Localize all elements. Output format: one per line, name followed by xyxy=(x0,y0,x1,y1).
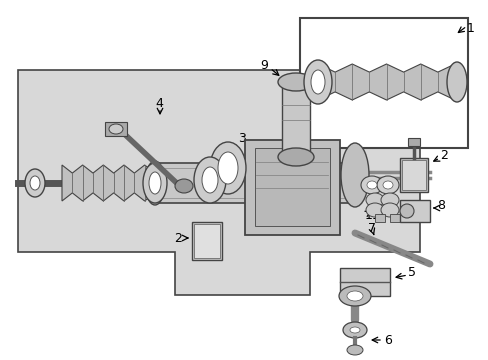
Ellipse shape xyxy=(202,167,218,193)
Bar xyxy=(155,163,354,203)
Bar xyxy=(105,122,127,136)
Bar xyxy=(389,214,399,222)
Text: 5: 5 xyxy=(407,266,415,279)
Ellipse shape xyxy=(380,203,398,217)
Bar xyxy=(194,224,220,258)
Ellipse shape xyxy=(218,152,238,184)
Bar xyxy=(374,214,384,222)
Ellipse shape xyxy=(209,142,245,194)
Ellipse shape xyxy=(278,73,313,91)
Ellipse shape xyxy=(349,327,359,333)
Text: 2: 2 xyxy=(439,149,447,162)
Ellipse shape xyxy=(365,193,383,207)
Ellipse shape xyxy=(340,143,368,207)
Ellipse shape xyxy=(366,181,376,189)
Ellipse shape xyxy=(346,291,362,301)
Ellipse shape xyxy=(342,322,366,338)
Text: 2: 2 xyxy=(174,231,182,244)
Ellipse shape xyxy=(149,172,161,194)
Ellipse shape xyxy=(399,204,413,218)
Bar xyxy=(299,18,467,148)
Text: 7: 7 xyxy=(367,221,375,234)
Ellipse shape xyxy=(310,70,325,94)
Ellipse shape xyxy=(338,286,370,306)
Polygon shape xyxy=(18,70,419,295)
Bar xyxy=(254,148,329,226)
Ellipse shape xyxy=(376,176,398,194)
Ellipse shape xyxy=(30,176,40,190)
Bar xyxy=(192,222,222,260)
Ellipse shape xyxy=(109,124,123,134)
Bar xyxy=(407,138,419,146)
Bar xyxy=(339,268,389,296)
Text: 4: 4 xyxy=(155,96,163,109)
Ellipse shape xyxy=(145,161,164,205)
Bar xyxy=(282,82,309,157)
Ellipse shape xyxy=(175,179,193,193)
Ellipse shape xyxy=(278,148,313,166)
Bar xyxy=(244,140,339,235)
Text: 1: 1 xyxy=(466,22,474,35)
Ellipse shape xyxy=(446,62,466,102)
Bar xyxy=(401,160,425,190)
Polygon shape xyxy=(317,64,454,100)
Ellipse shape xyxy=(346,345,362,355)
Ellipse shape xyxy=(304,60,331,104)
Ellipse shape xyxy=(365,203,383,217)
Ellipse shape xyxy=(380,193,398,207)
Text: 8: 8 xyxy=(436,198,444,212)
Text: 11: 11 xyxy=(364,208,380,221)
Text: 10: 10 xyxy=(324,176,339,189)
Text: 3: 3 xyxy=(238,131,245,144)
Ellipse shape xyxy=(194,157,225,203)
Text: 9: 9 xyxy=(260,59,267,72)
Bar xyxy=(399,200,429,222)
Ellipse shape xyxy=(360,176,382,194)
Text: 6: 6 xyxy=(383,333,391,346)
Ellipse shape xyxy=(25,169,45,197)
Polygon shape xyxy=(62,165,155,201)
Ellipse shape xyxy=(382,181,392,189)
Ellipse shape xyxy=(142,163,167,203)
Bar xyxy=(399,158,427,192)
